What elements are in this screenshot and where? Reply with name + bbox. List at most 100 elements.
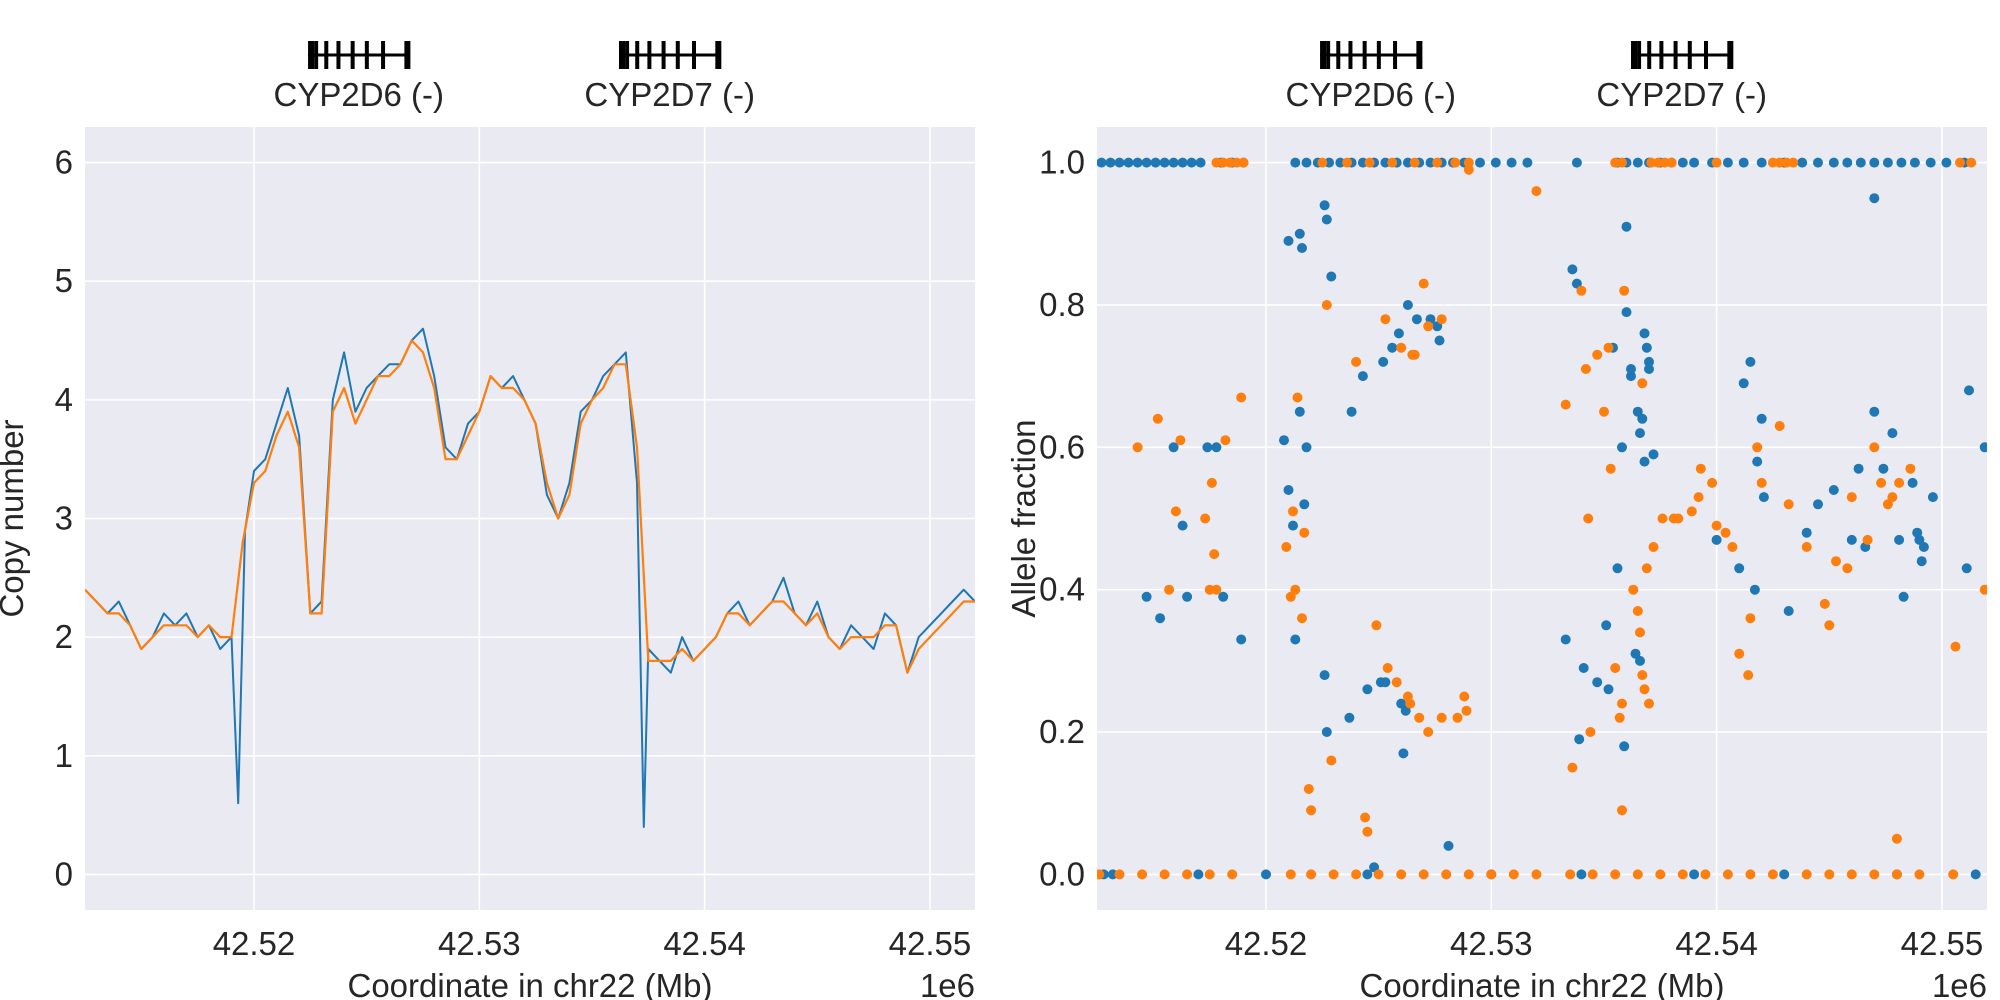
data-layer bbox=[1097, 157, 1987, 880]
scatter-point bbox=[1432, 157, 1443, 168]
scatter-point bbox=[1450, 157, 1461, 168]
scatter-point bbox=[1182, 591, 1193, 602]
scatter-point bbox=[1979, 442, 1987, 453]
scatter-point bbox=[1603, 342, 1614, 353]
scatter-point bbox=[1894, 534, 1905, 545]
gene-exon bbox=[1637, 41, 1642, 69]
y-tick-label: 5 bbox=[55, 262, 73, 299]
y-axis-label: Copy number bbox=[0, 419, 30, 617]
x-tick-label: 42.53 bbox=[438, 925, 521, 962]
scatter-point bbox=[1666, 157, 1677, 168]
scatter-point bbox=[1319, 200, 1330, 211]
scatter-point bbox=[1855, 157, 1866, 168]
scatter-point bbox=[1200, 513, 1211, 524]
scatter-point bbox=[1641, 342, 1652, 353]
scatter-point bbox=[1635, 655, 1645, 666]
scatter-point bbox=[1601, 620, 1612, 631]
scatter-point bbox=[1657, 513, 1668, 524]
scatter-point bbox=[1842, 157, 1853, 168]
scatter-point bbox=[1576, 869, 1587, 880]
scatter-point bbox=[1211, 584, 1222, 595]
scatter-point bbox=[1752, 456, 1763, 467]
scatter-point bbox=[1364, 157, 1375, 168]
scatter-point bbox=[1831, 556, 1841, 567]
x-tick-label: 42.52 bbox=[213, 925, 296, 962]
scatter-point bbox=[1574, 734, 1585, 745]
scatter-point bbox=[1326, 755, 1337, 766]
gene-exon bbox=[1673, 41, 1678, 69]
scatter-point bbox=[1150, 157, 1161, 168]
scatter-point bbox=[1813, 499, 1823, 510]
scatter-point bbox=[1380, 314, 1391, 325]
scatter-point bbox=[1745, 613, 1756, 624]
y-tick-label: 0.0 bbox=[1039, 855, 1085, 892]
scatter-point bbox=[1506, 157, 1517, 168]
scatter-point bbox=[1635, 428, 1645, 439]
scatter-point bbox=[1182, 869, 1193, 880]
scatter-point bbox=[1603, 684, 1614, 695]
scatter-point bbox=[1700, 869, 1711, 880]
scatter-point bbox=[1344, 712, 1355, 723]
scatter-point bbox=[1398, 748, 1409, 759]
gene-model bbox=[308, 41, 411, 69]
scatter-point bbox=[1583, 513, 1594, 524]
scatter-point bbox=[1097, 157, 1107, 168]
scatter-point bbox=[1299, 527, 1310, 538]
scatter-point bbox=[1531, 869, 1542, 880]
gene-exon bbox=[661, 41, 666, 69]
scatter-point bbox=[1463, 164, 1474, 175]
scatter-point bbox=[1186, 157, 1197, 168]
gene-exon bbox=[1348, 41, 1353, 69]
gene-exon bbox=[1326, 41, 1331, 69]
scatter-point bbox=[1168, 157, 1179, 168]
gene-model bbox=[619, 41, 722, 69]
gene-exon bbox=[625, 41, 630, 69]
scatter-point bbox=[1441, 869, 1452, 880]
gene-exon bbox=[1647, 41, 1652, 69]
scatter-point bbox=[1745, 869, 1756, 880]
scatter-point bbox=[1281, 542, 1292, 552]
scatter-point bbox=[1387, 342, 1398, 353]
scatter-point bbox=[1297, 613, 1307, 624]
scatter-point bbox=[1617, 442, 1627, 453]
chart-panel-1: 42.52 42.53 42.54 42.55 0 1 2 3 4 5 6 Coordinate in… bbox=[0, 41, 975, 1000]
scatter-point bbox=[1882, 157, 1893, 168]
scatter-point bbox=[1560, 399, 1571, 410]
scatter-point bbox=[1508, 869, 1519, 880]
gene-label: CYP2D7 (-) bbox=[1596, 76, 1767, 113]
scatter-point bbox=[1862, 534, 1873, 545]
scatter-point bbox=[1580, 364, 1591, 374]
scatter-point bbox=[1756, 157, 1767, 168]
scatter-point bbox=[1475, 157, 1485, 168]
scatter-point bbox=[1707, 477, 1718, 488]
scatter-point bbox=[1644, 356, 1654, 367]
scatter-point bbox=[1637, 413, 1648, 424]
gene-exon bbox=[647, 41, 652, 69]
scatter-point bbox=[1565, 869, 1576, 880]
scatter-point bbox=[1195, 157, 1206, 168]
gene-exon bbox=[635, 41, 640, 69]
y-tick-label: 0 bbox=[55, 855, 73, 892]
scatter-point bbox=[1619, 741, 1630, 752]
scatter-point bbox=[1711, 534, 1722, 545]
scatter-point bbox=[1177, 157, 1188, 168]
scatter-point bbox=[1639, 684, 1650, 695]
scatter-point bbox=[1686, 506, 1697, 517]
scatter-point bbox=[1175, 435, 1186, 446]
scatter-point bbox=[1722, 869, 1733, 880]
x-tick-label: 42.54 bbox=[1675, 925, 1758, 962]
scatter-point bbox=[1369, 862, 1380, 873]
scatter-point bbox=[1612, 563, 1623, 574]
scatter-point bbox=[1411, 314, 1422, 325]
scatter-point bbox=[1639, 456, 1650, 467]
gene-label: CYP2D6 (-) bbox=[1285, 76, 1456, 113]
gene-exon bbox=[308, 41, 315, 69]
scatter-point bbox=[1842, 563, 1853, 574]
plot-area bbox=[1097, 127, 1987, 910]
scatter-point bbox=[1824, 869, 1835, 880]
scatter-point bbox=[1141, 157, 1152, 168]
scatter-point bbox=[1578, 663, 1589, 673]
y-tick-label: 0.4 bbox=[1039, 571, 1085, 608]
scatter-point bbox=[1869, 869, 1880, 880]
scatter-point bbox=[1576, 285, 1587, 296]
